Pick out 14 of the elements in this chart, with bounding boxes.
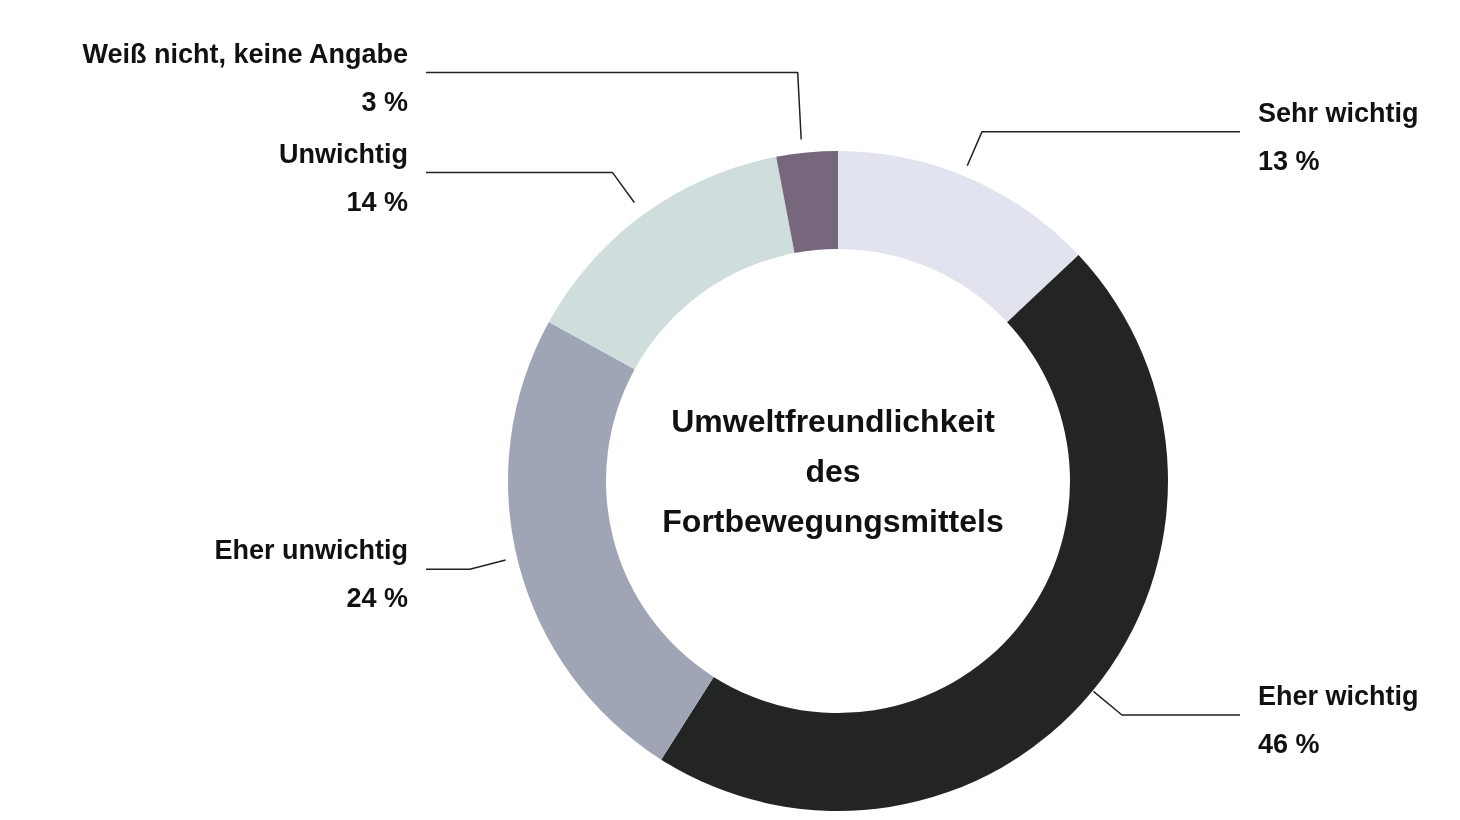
data-label: 13 % <box>1258 145 1320 176</box>
slice-label: Unwichtig <box>279 138 408 169</box>
donut-slice <box>776 151 838 254</box>
data-label: 3 % <box>361 86 408 117</box>
slice-label: Sehr wichtig <box>1258 97 1419 128</box>
slice-label: Eher unwichtig <box>214 535 408 566</box>
slice-label: Eher wichtig <box>1258 681 1419 712</box>
data-label: 14 % <box>346 186 408 217</box>
slice-label: Weiß nicht, keine Angabe <box>82 38 408 69</box>
donut-slice <box>548 156 795 370</box>
text: Umweltfreundlichkeit des Fortbewegungsmittels <box>661 402 1005 541</box>
data-label: 24 % <box>346 583 408 614</box>
data-label: 46 % <box>1258 729 1320 760</box>
donut-slice <box>838 151 1079 323</box>
